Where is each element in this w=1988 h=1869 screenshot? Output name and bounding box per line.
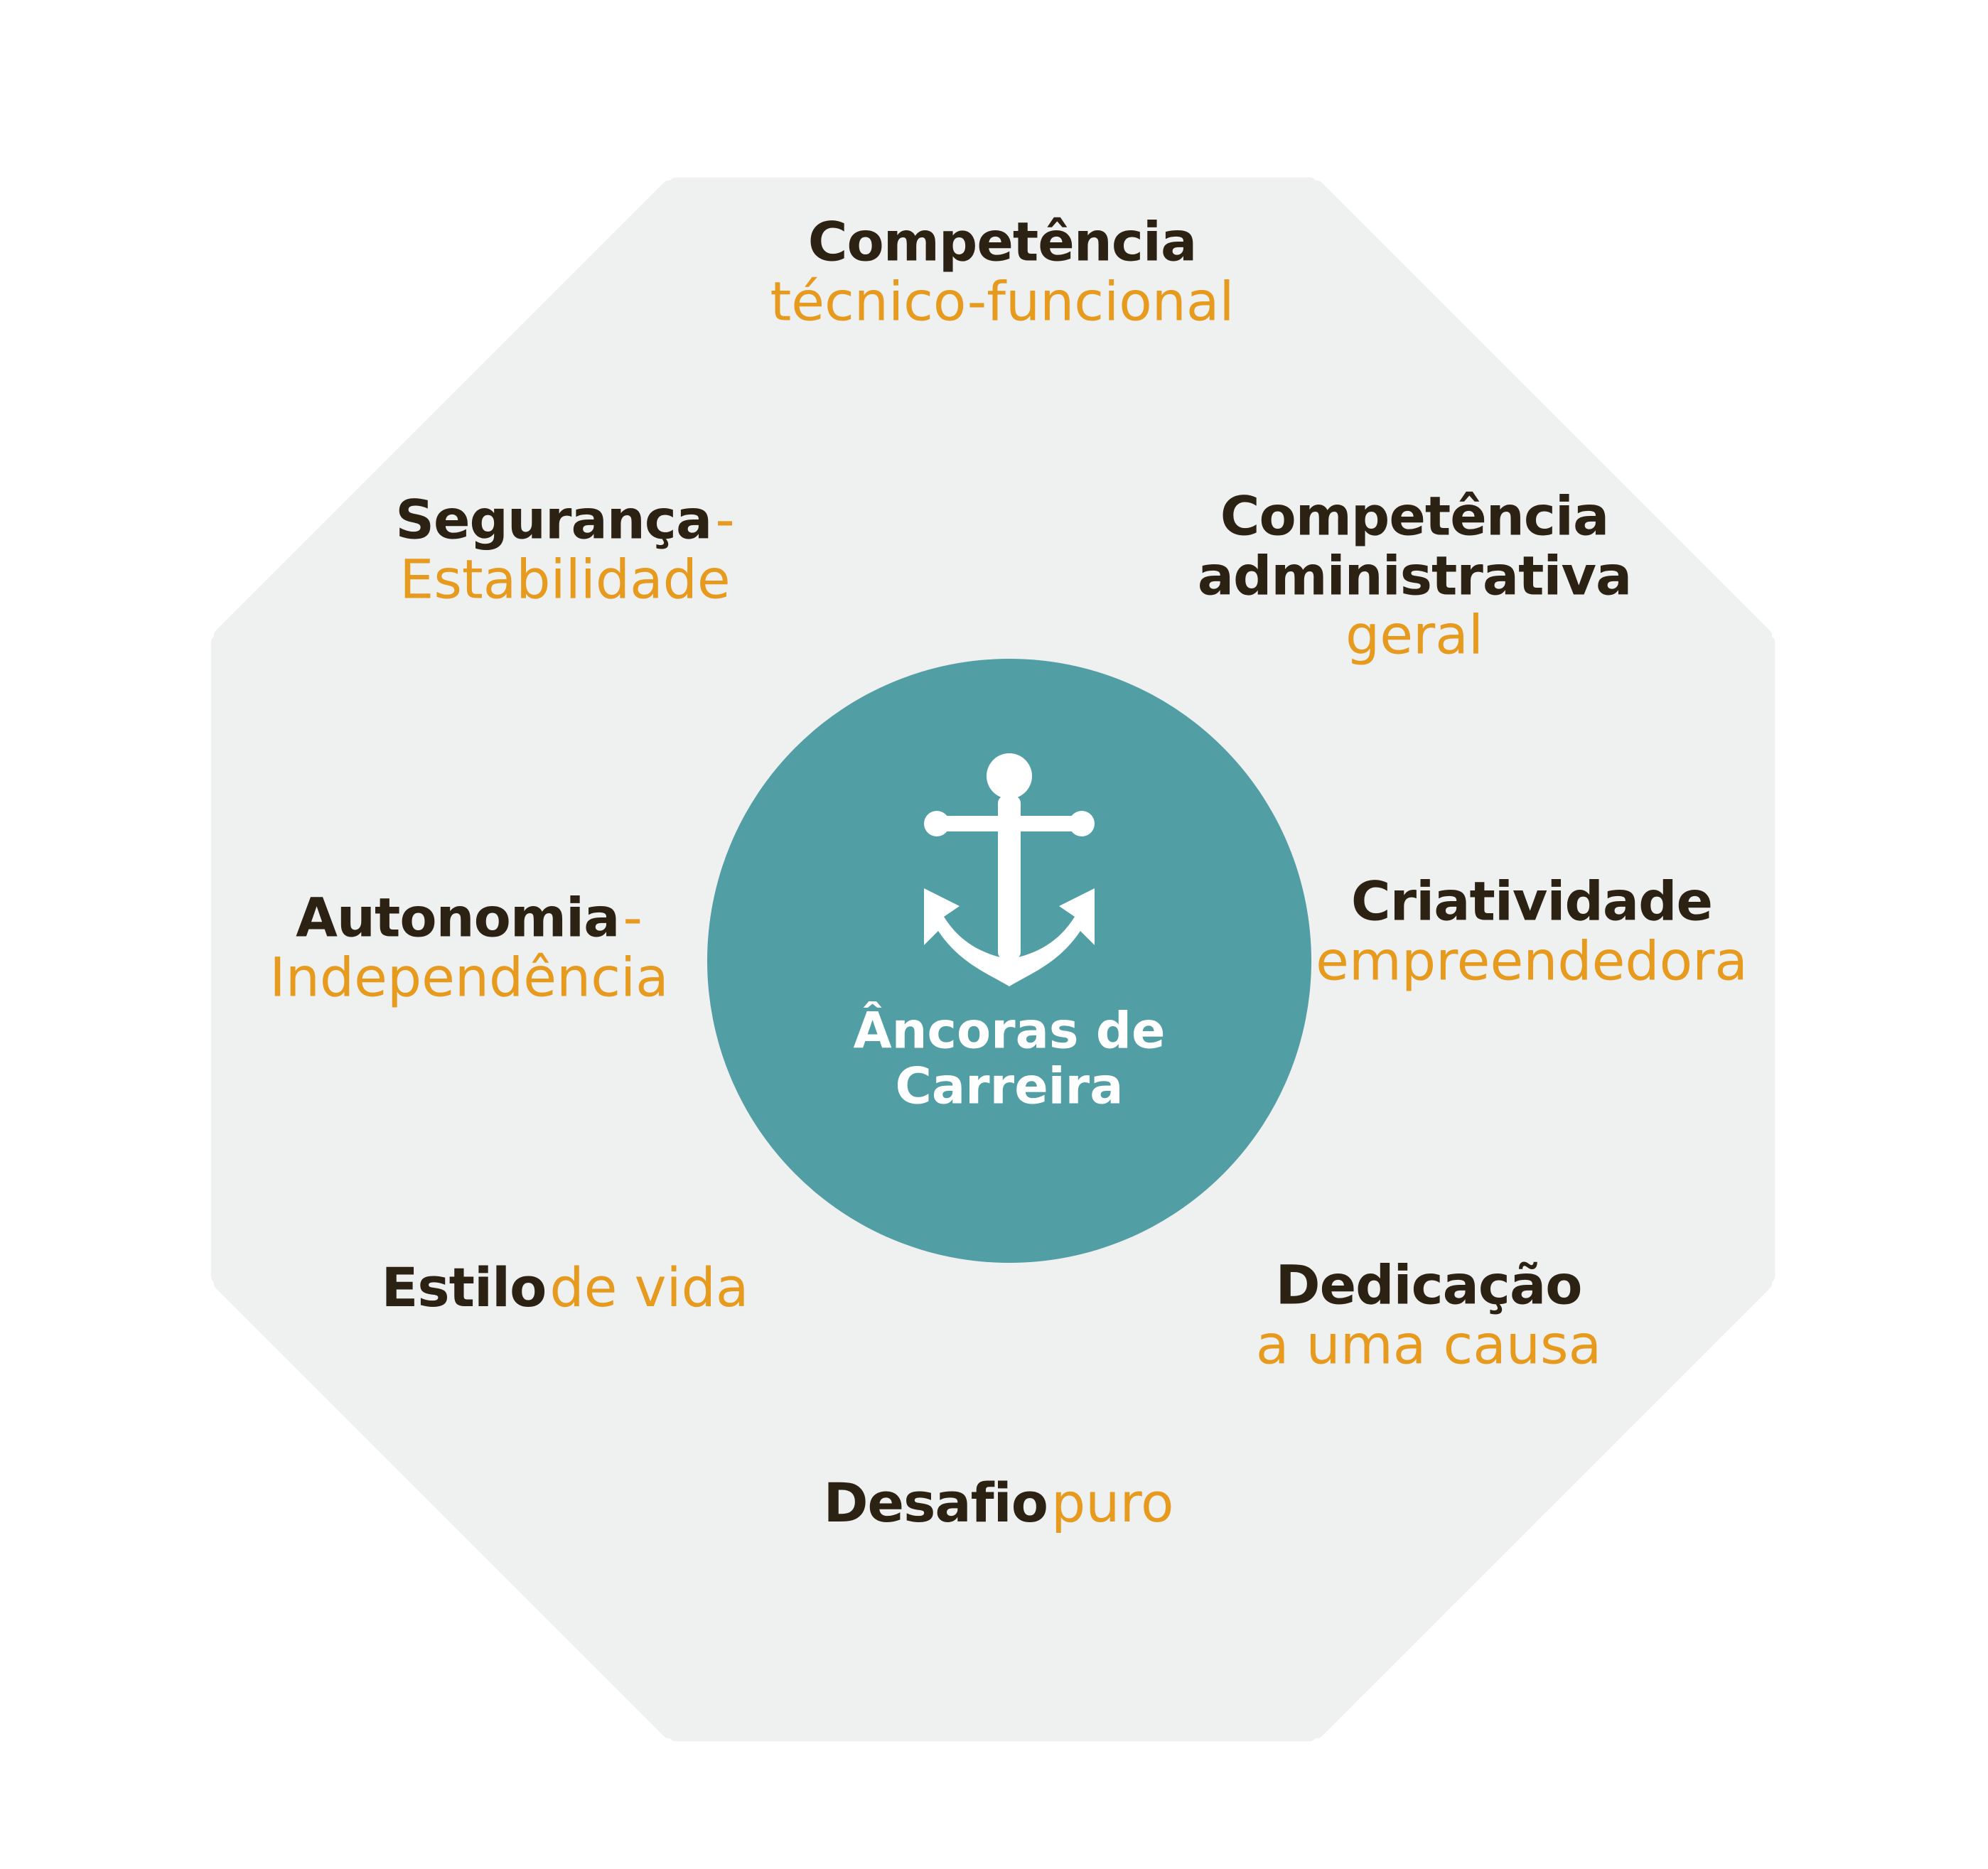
anchor-icon	[924, 753, 1095, 986]
label-bold: Desafio	[823, 1471, 1048, 1535]
anchor-label-autonomy: Autonomia - Independência	[269, 888, 668, 1006]
anchor-label-service: Dedicação a uma causa	[1256, 1255, 1601, 1374]
anchor-label-entrepreneurial: Criatividade empreendedora	[1316, 871, 1748, 990]
segment-technical	[669, 177, 1317, 957]
label-bold: Estilo	[381, 1256, 547, 1320]
segment-challenge	[669, 962, 1317, 1742]
label-bold-1: Competência	[1220, 484, 1609, 548]
label-bold-2: administrativa	[1197, 544, 1633, 608]
segment-entrepreneurial	[996, 635, 1775, 1283]
label-light: técnico-funcional	[770, 269, 1235, 333]
label-light: Independência	[269, 945, 669, 1008]
label-bold: Segurança	[395, 488, 712, 551]
label-dash: -	[715, 488, 735, 551]
label-light: empreendedora	[1316, 929, 1748, 992]
center-title-line2: Carreira	[895, 1057, 1124, 1116]
label-light: Estabilidade	[399, 547, 731, 610]
anchor-label-security: Segurança - Estabilidade	[395, 490, 735, 608]
anchor-label-lifestyle: Estilo de vida	[382, 1258, 749, 1318]
segment-autonomy	[210, 635, 990, 1283]
label-bold: Criatividade	[1350, 869, 1713, 933]
anchor-label-challenge: Desafio puro	[823, 1473, 1173, 1533]
anchor-label-technical: Competência técnico-funcional	[770, 212, 1234, 330]
label-light: a uma causa	[1255, 1313, 1602, 1376]
label-bold: Dedicação	[1275, 1253, 1583, 1317]
label-light: geral	[1345, 603, 1483, 667]
label-bold: Autonomia	[296, 885, 620, 949]
label-light: puro	[1051, 1471, 1174, 1535]
center-title-line1: Âncoras de	[853, 1001, 1166, 1060]
anchor-label-managerial: Competência administrativa geral	[1197, 484, 1633, 667]
label-dash: -	[623, 885, 643, 949]
label-light: de vida	[549, 1256, 749, 1320]
label-bold: Competência	[807, 210, 1198, 274]
center-title: Âncoras de Carreira	[853, 1001, 1166, 1116]
